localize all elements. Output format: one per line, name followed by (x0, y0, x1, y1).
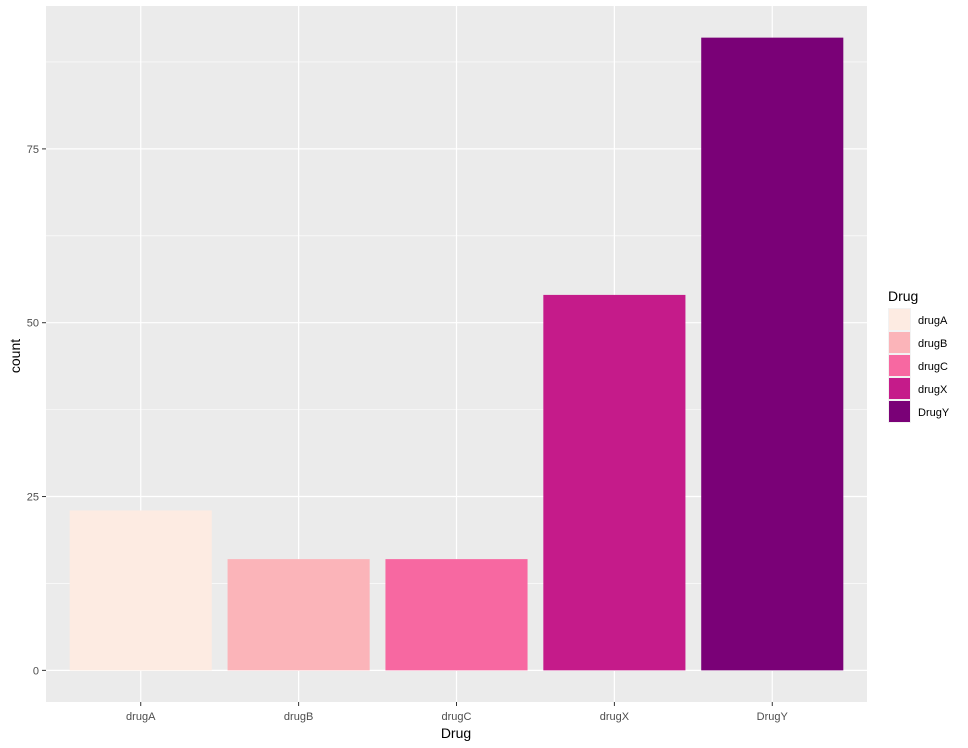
bars (69, 37, 844, 671)
legend-title: Drug (888, 288, 918, 304)
y-axis: 0 25 50 75 (27, 144, 46, 677)
bar-drugA (69, 510, 212, 671)
x-tick-label: drugB (284, 711, 313, 723)
legend-label: drugB (918, 338, 947, 350)
bar-drugB (227, 559, 370, 671)
x-tick-label: drugX (600, 711, 630, 723)
legend-swatch (889, 332, 910, 353)
bar-drugX (543, 294, 686, 671)
legend-swatch (889, 309, 910, 330)
y-tick-label: 0 (33, 665, 39, 677)
x-axis: drugA drugB drugC drugX DrugY (126, 702, 789, 723)
legend-label: drugA (918, 315, 948, 327)
bar-DrugY (701, 37, 844, 671)
legend-label: drugX (918, 384, 948, 396)
legend-label: DrugY (918, 407, 950, 419)
y-tick-label: 75 (27, 144, 39, 156)
legend: Drug drugA drugB drugC drugX DrugY (888, 288, 950, 423)
bar-drugC (385, 559, 528, 671)
legend-label: drugC (918, 361, 948, 373)
y-tick-label: 50 (27, 318, 39, 330)
legend-swatch (889, 401, 910, 422)
legend-swatch (889, 355, 910, 376)
x-tick-label: DrugY (757, 711, 789, 723)
x-axis-title: Drug (441, 725, 471, 741)
y-tick-label: 25 (27, 492, 39, 504)
x-tick-label: drugA (126, 711, 156, 723)
x-tick-label: drugC (442, 711, 472, 723)
y-axis-title: count (7, 339, 23, 373)
legend-swatch (889, 378, 910, 399)
